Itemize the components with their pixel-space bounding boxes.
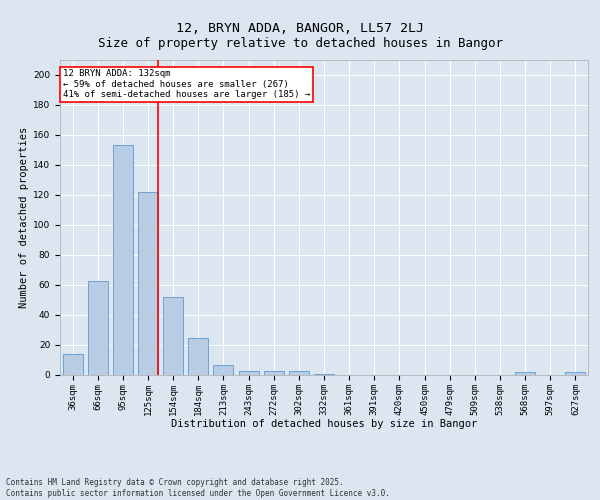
Text: Contains HM Land Registry data © Crown copyright and database right 2025.
Contai: Contains HM Land Registry data © Crown c… [6,478,390,498]
X-axis label: Distribution of detached houses by size in Bangor: Distribution of detached houses by size … [171,419,477,429]
Bar [289,370,309,375]
Bar [565,372,586,375]
Bar [62,354,83,375]
Bar [515,372,535,375]
Text: 12 BRYN ADDA: 132sqm
← 59% of detached houses are smaller (267)
41% of semi-deta: 12 BRYN ADDA: 132sqm ← 59% of detached h… [62,70,310,99]
Bar [163,297,183,375]
Bar [88,280,108,375]
Bar [314,374,334,375]
Bar [214,364,233,375]
Bar [263,370,284,375]
Text: Size of property relative to detached houses in Bangor: Size of property relative to detached ho… [97,38,503,51]
Y-axis label: Number of detached properties: Number of detached properties [19,127,29,308]
Bar [188,338,208,375]
Text: 12, BRYN ADDA, BANGOR, LL57 2LJ: 12, BRYN ADDA, BANGOR, LL57 2LJ [176,22,424,36]
Bar [113,146,133,375]
Bar [138,192,158,375]
Bar [239,370,259,375]
